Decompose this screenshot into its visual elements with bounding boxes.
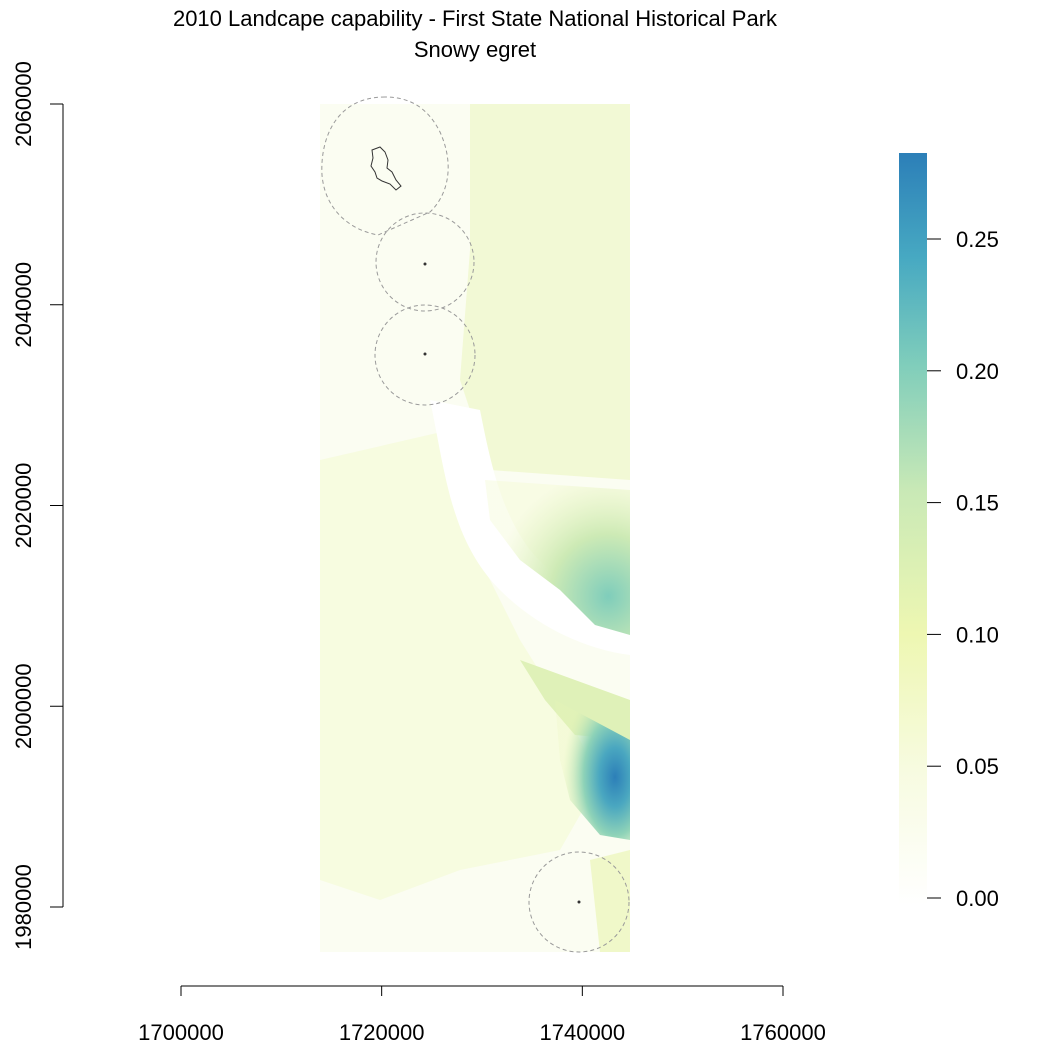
buffers xyxy=(321,96,630,953)
east-band xyxy=(460,104,630,480)
legend: 0.00 0.05 0.10 0.15 0.20 0.25 xyxy=(899,153,999,911)
capability-raster xyxy=(320,104,630,952)
legend-tick-label: 0.20 xyxy=(956,359,999,384)
middle-buffer-1 xyxy=(375,212,475,312)
legend-tick-label: 0.15 xyxy=(956,491,999,516)
park-unit-point-3 xyxy=(577,900,581,904)
south-river-bank xyxy=(520,660,630,740)
map-title: 2010 Landcape capability - First State N… xyxy=(172,6,778,31)
x-tick-label: 1700000 xyxy=(138,1020,224,1045)
delaware-river xyxy=(430,400,630,655)
x-tick-label: 1720000 xyxy=(339,1020,425,1045)
legend-tick-label: 0.00 xyxy=(956,886,999,911)
park-unit-north xyxy=(370,146,402,191)
south-buffer xyxy=(528,851,630,953)
high-capability-area xyxy=(555,700,630,840)
park-unit-point-2 xyxy=(423,352,427,356)
y-tick-label: 2000000 xyxy=(11,663,36,749)
legend-tick-label: 0.05 xyxy=(956,754,999,779)
y-axis: 1980000 2000000 2020000 2040000 2060000 xyxy=(11,61,64,950)
park-units xyxy=(370,146,581,904)
legend-colorbar xyxy=(899,153,927,905)
legend-tick-label: 0.10 xyxy=(956,622,999,647)
y-tick-label: 2040000 xyxy=(11,262,36,348)
legend-tick-label: 0.25 xyxy=(956,227,999,252)
y-tick-label: 2060000 xyxy=(11,61,36,147)
mid-capability-area xyxy=(485,480,630,635)
x-tick-label: 1740000 xyxy=(540,1020,626,1045)
park-unit-point-1 xyxy=(423,262,427,266)
north-buffer xyxy=(321,96,449,236)
west-bank xyxy=(320,430,600,900)
map-subtitle: Snowy egret xyxy=(413,37,537,62)
y-tick-label: 2020000 xyxy=(11,463,36,549)
middle-buffer-2 xyxy=(374,304,476,406)
x-axis: 1700000 1720000 1740000 1760000 xyxy=(138,985,826,1045)
x-tick-label: 1760000 xyxy=(740,1020,826,1045)
y-tick-label: 1980000 xyxy=(11,864,36,950)
south-east-strip xyxy=(590,850,630,952)
